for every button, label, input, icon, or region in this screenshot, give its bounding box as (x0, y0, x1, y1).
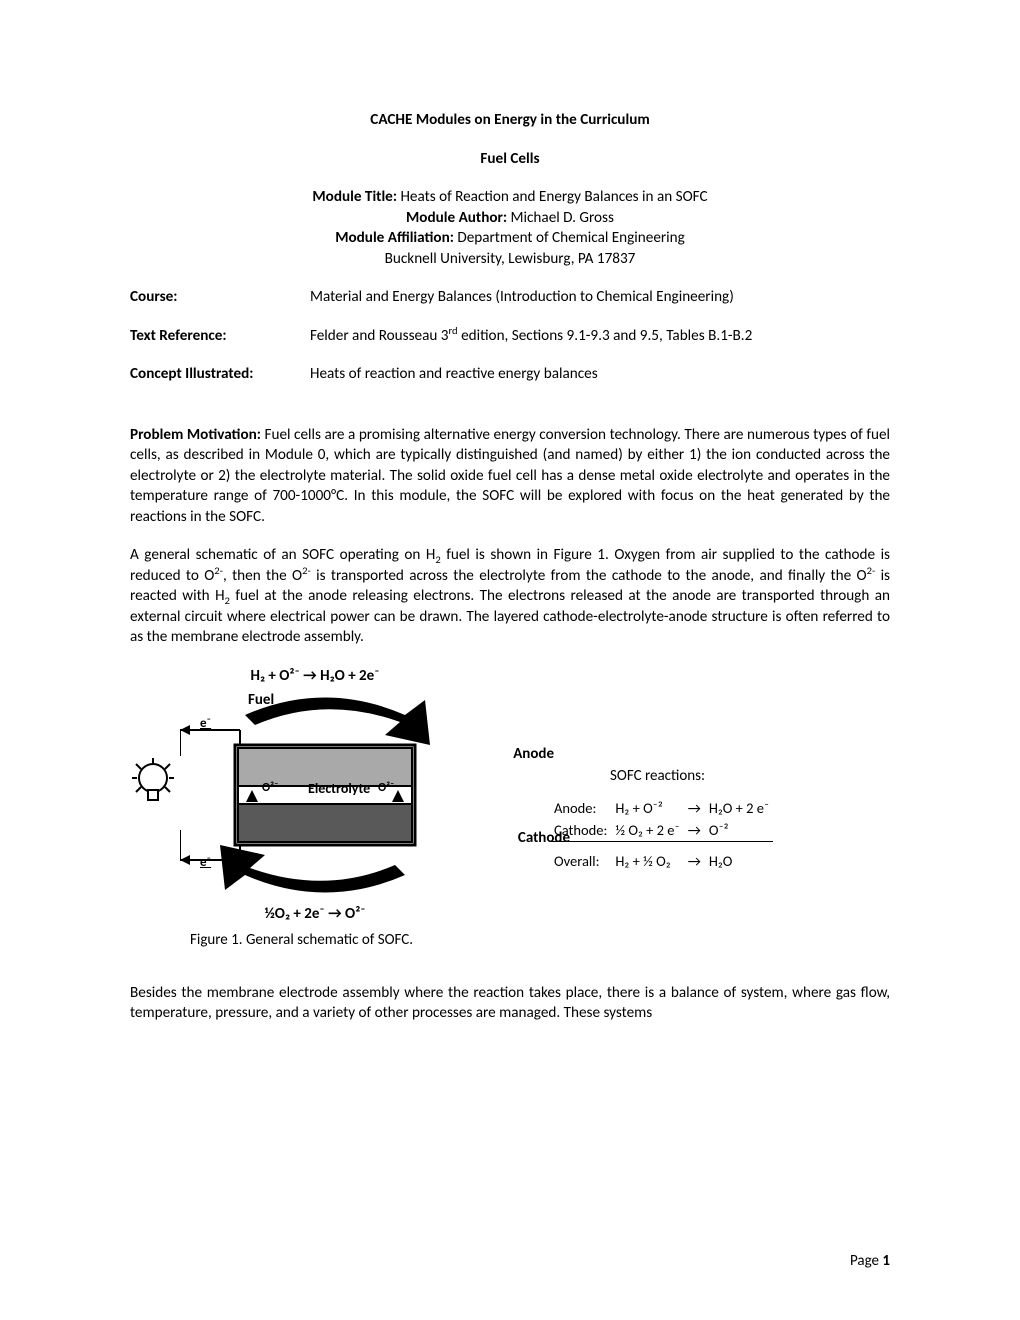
cathode-rxn-lhs: ½ O₂ + 2 e⁻ (611, 820, 683, 842)
anode-reaction-label: H₂ + O²⁻ → H₂O + 2e⁻ (130, 666, 500, 686)
subject-title: Fuel Cells (130, 149, 890, 170)
motivation-label: Problem Motivation: (130, 426, 261, 444)
p2d: is transported across the electrolyte fr… (311, 567, 867, 585)
textref-pre: Felder and Rousseau 3 (310, 327, 448, 345)
schematic-para: A general schematic of an SOFC operating… (130, 545, 890, 648)
module-author: Michael D. Gross (507, 209, 614, 227)
concept-label: Concept Illustrated: (130, 364, 310, 385)
module-title-line: Module Title: Heats of Reaction and Ener… (130, 187, 890, 208)
table-row: Overall: H₂ + ½ O₂ → H₂O (550, 842, 773, 873)
reactions-table: Anode: H₂ + O⁻² → H₂O + 2 e⁻ Cathode: ½ … (550, 798, 773, 873)
o2-ion-left: O²⁻ (262, 780, 278, 796)
page-number: Page 1 (850, 1252, 890, 1270)
module-title-label: Module Title: (312, 188, 397, 206)
p2f: fuel at the anode releasing electrons. T… (130, 587, 890, 646)
module-title: Heats of Reaction and Energy Balances in… (397, 188, 708, 206)
page-num-value: 1 (882, 1252, 890, 1270)
electron-bottom: e⁻ (200, 854, 211, 872)
anode-rxn-label: Anode: (550, 798, 611, 820)
course-value: Material and Energy Balances (Introducti… (310, 287, 890, 308)
textref-value: Felder and Rousseau 3rd edition, Section… (310, 326, 890, 347)
module-affil-line: Module Affiliation: Department of Chemic… (130, 228, 890, 249)
anode-label: Anode (513, 744, 554, 764)
page-label: Page (850, 1252, 882, 1270)
module-meta-block: Module Title: Heats of Reaction and Ener… (130, 187, 890, 269)
module-affil: Department of Chemical Engineering (454, 229, 685, 247)
air-label: Air (383, 880, 401, 900)
module-affil2: Bucknell University, Lewisburg, PA 17837 (130, 249, 890, 270)
course-label: Course: (130, 287, 310, 308)
concept-row: Concept Illustrated: Heats of reaction a… (130, 364, 890, 385)
anode-rxn-arrow: → (684, 798, 705, 820)
textref-post: edition, Sections 9.1-9.3 and 9.5, Table… (458, 327, 753, 345)
concept-value: Heats of reaction and reactive energy ba… (310, 364, 890, 385)
textref-row: Text Reference: Felder and Rousseau 3rd … (130, 326, 890, 347)
page: CACHE Modules on Energy in the Curriculu… (0, 0, 1020, 1084)
figure-row: H₂ + O²⁻ → H₂O + 2e⁻ Fuel Anode Cathode … (130, 666, 890, 973)
module-affil-label: Module Affiliation: (335, 229, 454, 247)
cathode-rxn-rhs: O⁻² (705, 820, 773, 842)
cathode-rxn-arrow: → (684, 820, 705, 842)
module-author-line: Module Author: Michael D. Gross (130, 208, 890, 229)
module-author-label: Module Author: (406, 209, 507, 227)
anode-rxn-lhs: H₂ + O⁻² (611, 798, 683, 820)
textref-label: Text Reference: (130, 326, 310, 347)
electrolyte-label: Electrolyte (308, 780, 370, 799)
closing-para: Besides the membrane electrode assembly … (130, 983, 890, 1024)
table-row: Cathode: ½ O₂ + 2 e⁻ → O⁻² (550, 820, 773, 842)
reactions-title: SOFC reactions: (550, 766, 890, 786)
org-title: CACHE Modules on Energy in the Curriculu… (130, 110, 890, 131)
figure-col: H₂ + O²⁻ → H₂O + 2e⁻ Fuel Anode Cathode … (130, 666, 500, 973)
o2-ion-right: O²⁻ (378, 780, 394, 796)
sofc-diagram: H₂ + O²⁻ → H₂O + 2e⁻ Fuel Anode Cathode … (130, 666, 500, 925)
p2c: , then the O (223, 567, 302, 585)
textref-sup: rd (448, 324, 457, 337)
motivation-para: Problem Motivation: Fuel cells are a pro… (130, 425, 890, 528)
figure-caption: Figure 1. General schematic of SOFC. (190, 930, 500, 950)
course-row: Course: Material and Energy Balances (In… (130, 287, 890, 308)
reactions-block: SOFC reactions: Anode: H₂ + O⁻² → H₂O + … (550, 766, 890, 873)
overall-rxn-rhs: H₂O (705, 842, 773, 873)
p2a: A general schematic of an SOFC operating… (130, 546, 435, 564)
overall-rxn-lhs: H₂ + ½ O₂ (611, 842, 683, 873)
anode-rxn-rhs: H₂O + 2 e⁻ (705, 798, 773, 820)
overall-rxn-arrow: → (684, 842, 705, 873)
cathode-label: Cathode (518, 828, 570, 848)
fuel-label: Fuel (248, 690, 274, 710)
electron-top: e⁻ (200, 715, 211, 733)
cathode-reaction-label: ½O₂ + 2e⁻ → O²⁻ (130, 904, 500, 924)
lightbulb-icon (130, 758, 176, 820)
table-row: Anode: H₂ + O⁻² → H₂O + 2 e⁻ (550, 798, 773, 820)
